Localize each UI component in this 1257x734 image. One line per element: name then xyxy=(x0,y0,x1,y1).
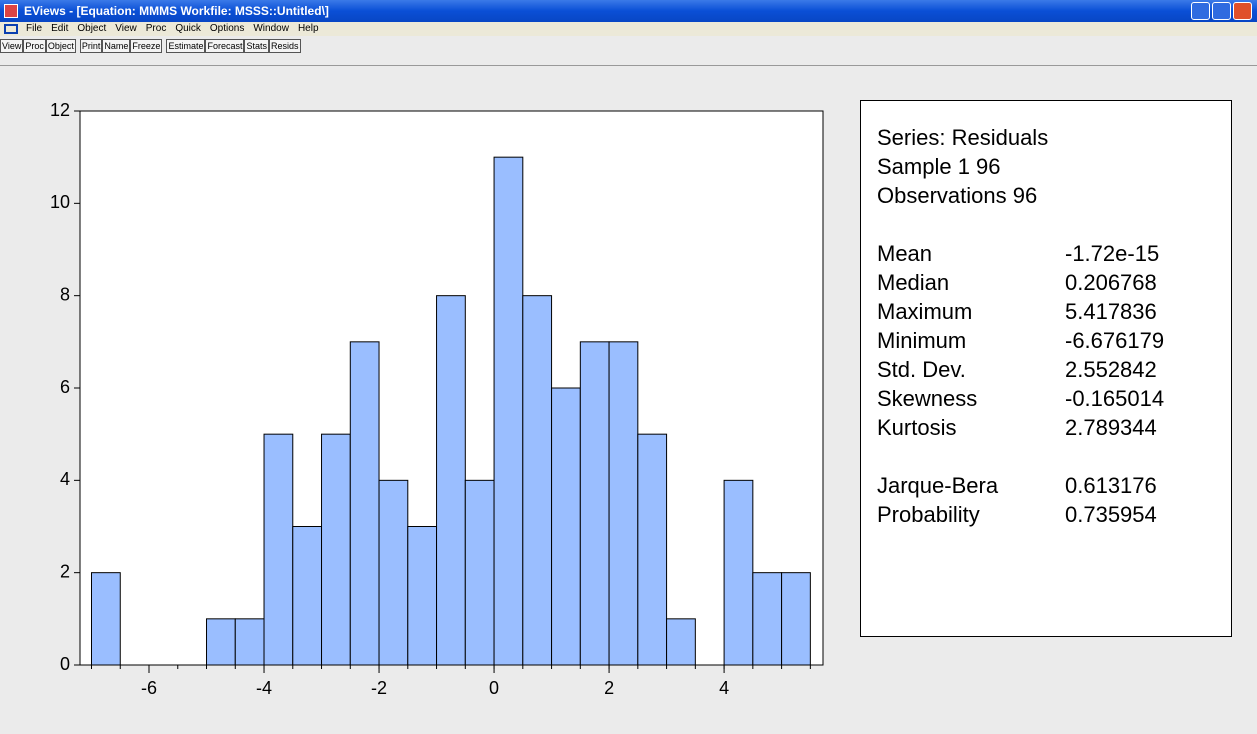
stat-value: 2.789344 xyxy=(1065,415,1157,440)
bar xyxy=(349,341,380,666)
toolbar-button[interactable]: Resids xyxy=(268,39,301,53)
stat-value: -6.676179 xyxy=(1065,328,1165,353)
menu-item[interactable]: Object xyxy=(77,23,107,34)
menu-item[interactable]: Options xyxy=(209,23,245,34)
y-tick-label: 0 xyxy=(60,654,70,674)
menu-bar: File Edit Object View Proc Quick Options Window… xyxy=(0,22,1257,36)
bar xyxy=(551,387,581,666)
stat-label: Minimum xyxy=(877,328,967,353)
stat-value: -1.72e-15 xyxy=(1065,241,1160,266)
bar xyxy=(91,572,121,666)
bar xyxy=(234,618,265,666)
menu-item[interactable]: File xyxy=(26,23,43,34)
stat-value: 0.613176 xyxy=(1065,473,1157,498)
toolbar-button[interactable]: View xyxy=(0,39,24,53)
spacer xyxy=(877,442,1231,471)
bar xyxy=(292,526,323,666)
x-tick-label: 4 xyxy=(719,678,729,698)
stat-label: Mean xyxy=(877,241,933,266)
stats-row: Maximum 5.417836 xyxy=(877,297,1231,326)
stat-label: Median xyxy=(877,270,950,295)
y-tick-label: 12 xyxy=(50,100,70,120)
toolbar: View Proc Object Print Name Freeze Estimate For… xyxy=(0,36,1257,66)
bar xyxy=(206,618,236,666)
y-tick-label: 8 xyxy=(60,284,70,304)
x-tick-label: 0 xyxy=(489,678,499,698)
bar xyxy=(579,341,610,666)
window-title: EViews - [Equation: MMMS Workfile: MSSS:… xyxy=(24,4,329,18)
y-tick-label: 4 xyxy=(60,469,70,489)
stat-value: 2.552842 xyxy=(1065,357,1157,382)
bar xyxy=(666,618,696,666)
menu-item[interactable]: Edit xyxy=(51,23,69,34)
bar xyxy=(321,433,351,666)
stat-label: Skewness xyxy=(877,386,978,411)
toolbar-button[interactable]: Name xyxy=(102,39,131,53)
x-tick-label: -6 xyxy=(141,678,157,698)
toolbar-button[interactable]: Object xyxy=(45,39,76,53)
stats-row: Probability 0.735954 xyxy=(877,500,1231,529)
toolbar-button[interactable]: Proc xyxy=(23,39,46,53)
bar xyxy=(263,433,294,666)
stat-value: 0.735954 xyxy=(1065,502,1157,527)
stats-header: Observations 96 xyxy=(877,183,1038,208)
stats-row: Skewness -0.165014 xyxy=(877,384,1231,413)
bar xyxy=(522,295,553,666)
menu-item[interactable]: Help xyxy=(297,23,319,34)
menu-item[interactable]: Quick xyxy=(175,23,201,34)
menu-item[interactable]: Window xyxy=(253,23,289,34)
bar xyxy=(493,156,524,666)
bar xyxy=(752,572,783,666)
stat-value: 0.206768 xyxy=(1065,270,1157,295)
y-tick-label: 6 xyxy=(60,377,70,397)
spacer xyxy=(877,210,1231,239)
toolbar-button[interactable]: Stats xyxy=(244,39,269,53)
y-tick-label: 10 xyxy=(50,192,70,212)
stats-row: Kurtosis 2.789344 xyxy=(877,413,1231,442)
stat-label: Probability xyxy=(877,502,980,527)
bar xyxy=(637,433,668,666)
menu-item[interactable]: Proc xyxy=(145,23,167,34)
chart: 0 2 4 6 8 10 12 -6 -4 -2 0 2 4 xyxy=(50,100,824,698)
bar xyxy=(723,479,754,666)
stats-header: Series: Residuals xyxy=(877,125,1049,150)
bar xyxy=(378,479,409,666)
stat-value: -0.165014 xyxy=(1065,386,1165,411)
bar xyxy=(436,295,466,666)
x-tick-label: -2 xyxy=(371,678,387,698)
close-button[interactable] xyxy=(1233,2,1252,20)
bar xyxy=(781,572,811,666)
title-bar: EViews - [Equation: MMMS Workfile: MSSS:… xyxy=(0,0,1257,22)
toolbar-button[interactable]: Print xyxy=(79,39,103,53)
app-icon xyxy=(4,4,18,18)
maximize-button[interactable] xyxy=(1212,2,1231,20)
stats-row: Std. Dev. 2.552842 xyxy=(877,355,1231,384)
toolbar-button[interactable]: Estimate xyxy=(166,39,206,53)
bar xyxy=(608,341,639,666)
bar xyxy=(464,479,495,666)
stat-label: Maximum xyxy=(877,299,973,324)
stat-label: Std. Dev. xyxy=(877,357,966,382)
x-tick-label: 2 xyxy=(604,678,614,698)
stat-label: Jarque-Bera xyxy=(877,473,999,498)
stats-row: Median 0.206768 xyxy=(877,268,1231,297)
menu-item[interactable]: View xyxy=(115,23,137,34)
x-tick-label: -4 xyxy=(256,678,272,698)
stats-row: Mean -1.72e-15 xyxy=(877,239,1231,268)
menu-list: File Edit Object View Proc Quick Options Window… xyxy=(26,22,328,36)
stat-label: Kurtosis xyxy=(877,415,957,440)
minimize-button[interactable] xyxy=(1191,2,1210,20)
toolbar-button[interactable]: Forecast xyxy=(205,39,245,53)
doc-icon xyxy=(4,24,18,34)
toolbar-button[interactable]: Freeze xyxy=(130,39,163,53)
stats-row: Jarque-Bera 0.613176 xyxy=(877,471,1231,500)
stats-header: Sample 1 96 xyxy=(877,154,1001,179)
stats-box: Series: Residuals Sample 1 96 Observations… xyxy=(860,100,1232,637)
stats-row: Minimum -6.676179 xyxy=(877,326,1231,355)
bar xyxy=(407,526,438,666)
y-tick-label: 2 xyxy=(60,561,70,581)
stat-value: 5.417836 xyxy=(1065,299,1157,324)
